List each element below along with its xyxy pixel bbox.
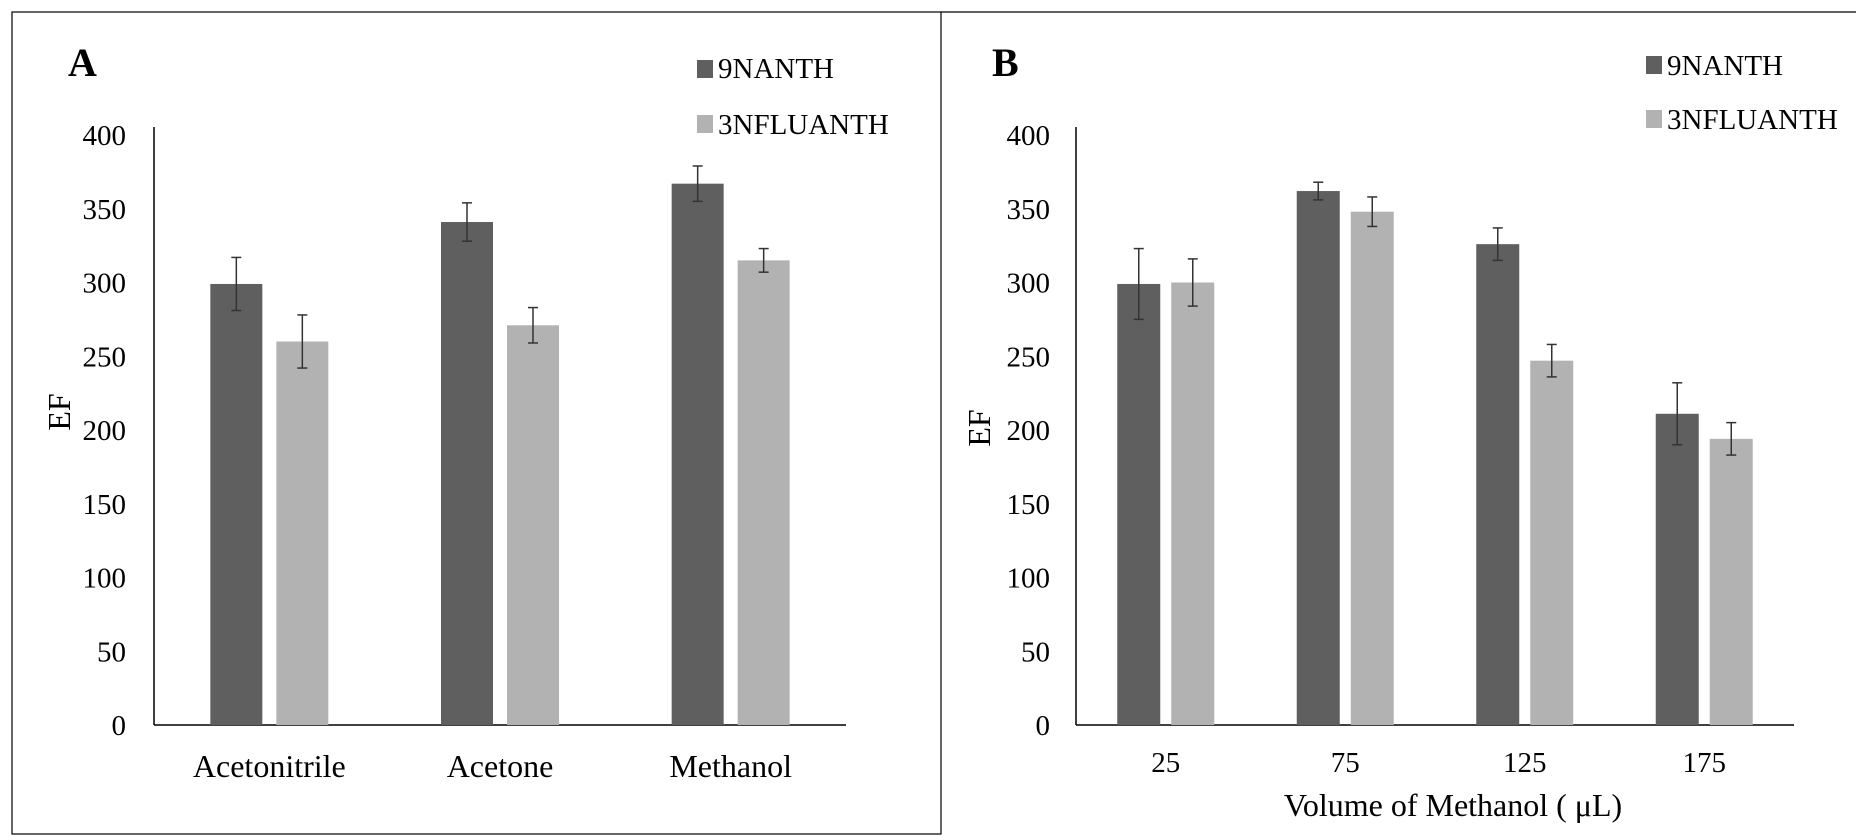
y-tick-label: 50 [1021,636,1050,668]
panel-b-xlabel: Volume of Methanol ( μL) [1284,787,1622,823]
y-tick-label: 400 [1007,120,1051,152]
bar [1530,360,1574,725]
panel-a-ylabel: EF [41,393,77,430]
y-tick-label: 350 [83,194,127,226]
y-tick-label: 150 [83,489,127,521]
y-tick-label: 100 [83,563,127,595]
panel-a-legend: 9NANTH 3NFLUANTH [697,53,889,141]
panel-b-label: B [992,40,1019,85]
x-tick-label: 75 [1331,747,1360,779]
y-tick-label: 250 [1007,341,1051,373]
legend-label-9nanth: 9NANTH [1667,50,1783,82]
bar [441,222,493,725]
legend-swatch-9nanth [1646,56,1662,74]
bar [1709,438,1753,725]
y-tick-label: 0 [112,710,127,742]
y-tick-label: 300 [1007,268,1051,300]
panel-a-plot: 0 50 100 150 200 250 300 350 400 Acetonitrile Acet… [83,120,846,784]
legend-label-3nfluanth: 3NFLUANTH [718,109,889,141]
y-tick-label: 50 [97,636,126,668]
bar [507,325,559,725]
bar [1476,244,1520,725]
x-tick-label: Acetone [447,748,554,784]
y-tick-label: 0 [1036,710,1051,742]
x-tick-label: Methanol [669,748,792,784]
panel-b-ylabel: EF [961,409,997,446]
y-tick-label: 250 [83,341,127,373]
x-tick-label: 25 [1151,747,1180,779]
panel-a-label: A [68,40,97,85]
legend-swatch-9nanth [697,60,713,78]
y-tick-label: 350 [1007,194,1051,226]
bar [1117,283,1161,725]
bar [1296,191,1340,726]
y-tick-label: 300 [83,268,127,300]
bar [737,260,790,725]
legend-swatch-3nfluanth [697,115,713,133]
y-tick-label: 150 [1007,489,1051,521]
bar [1171,282,1215,725]
y-tick-label: 200 [1007,415,1051,447]
bar [276,341,329,725]
x-tick-label: 125 [1503,747,1547,779]
y-tick-label: 100 [1007,563,1051,595]
y-tick-label: 200 [83,415,127,447]
x-tick-label: Acetonitrile [193,748,346,784]
legend-label-9nanth: 9NANTH [718,53,834,85]
bar [210,283,263,725]
bar [1655,413,1699,725]
legend-swatch-3nfluanth [1646,110,1662,128]
bar [1350,211,1394,725]
legend-label-3nfluanth: 3NFLUANTH [1667,104,1838,136]
panel-a-frame [11,11,942,835]
panel-b-legend: 9NANTH 3NFLUANTH [1646,50,1838,136]
bar [671,183,724,726]
x-tick-label: 175 [1683,747,1727,779]
y-tick-label: 400 [83,120,127,152]
panel-b-plot: 0 50 100 150 200 250 300 350 400 25 75 125 175 [1007,120,1794,779]
